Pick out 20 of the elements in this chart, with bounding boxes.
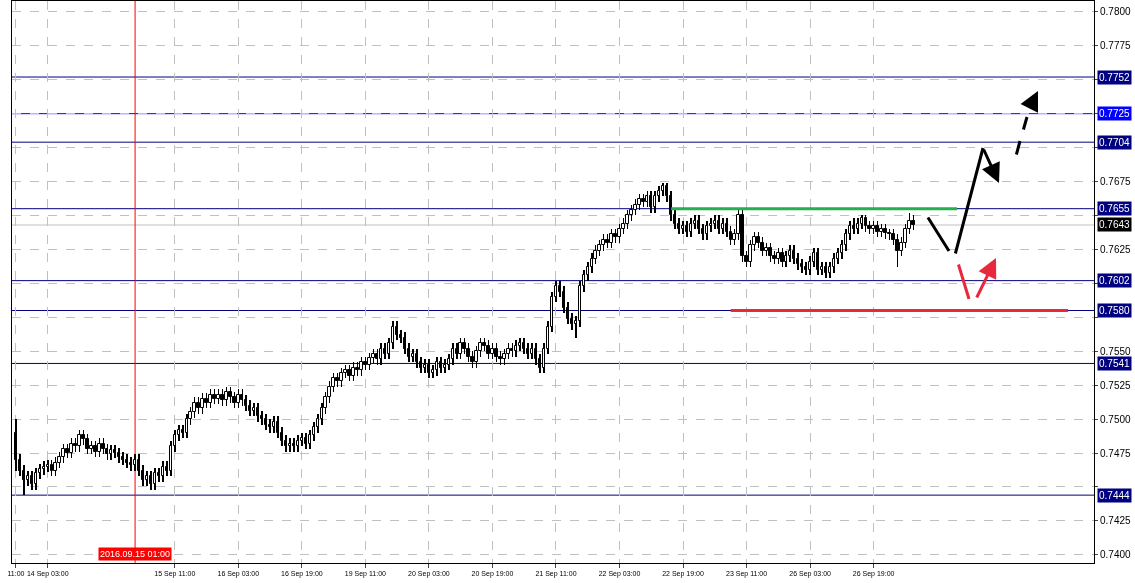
y-tick-label: 0.7400 [1100,549,1132,561]
y-tick-label: 0.7625 [1100,243,1132,255]
y-tick-label: 0.7800 [1100,6,1132,18]
ref-line-label: 0.7725 [1099,108,1131,119]
ref-line-label: 0.7602 [1099,275,1131,286]
ref-line-label: 0.7643 [1099,219,1131,230]
ref-line-label: 0.7541 [1099,358,1131,369]
ref-line-label: 0.7752 [1099,72,1131,83]
y-tick-label: 0.7525 [1100,379,1132,391]
ref-line-label: 0.7580 [1099,305,1131,316]
y-tick-label: 0.7475 [1100,447,1132,459]
ref-line-label: 0.7444 [1099,490,1131,501]
y-tick-label: 0.7775 [1100,40,1132,52]
y-tick-label: 0.7500 [1100,413,1132,425]
ref-line-label: 0.7704 [1099,137,1131,148]
y-tick-label: 0.7550 [1100,345,1132,357]
x-tick-label: 2016.09.15 01:00 [100,549,171,559]
ref-line-label: 0.7655 [1099,203,1131,214]
y-tick-label: 0.7425 [1100,515,1132,527]
y-tick-label: 0.7675 [1100,176,1132,188]
